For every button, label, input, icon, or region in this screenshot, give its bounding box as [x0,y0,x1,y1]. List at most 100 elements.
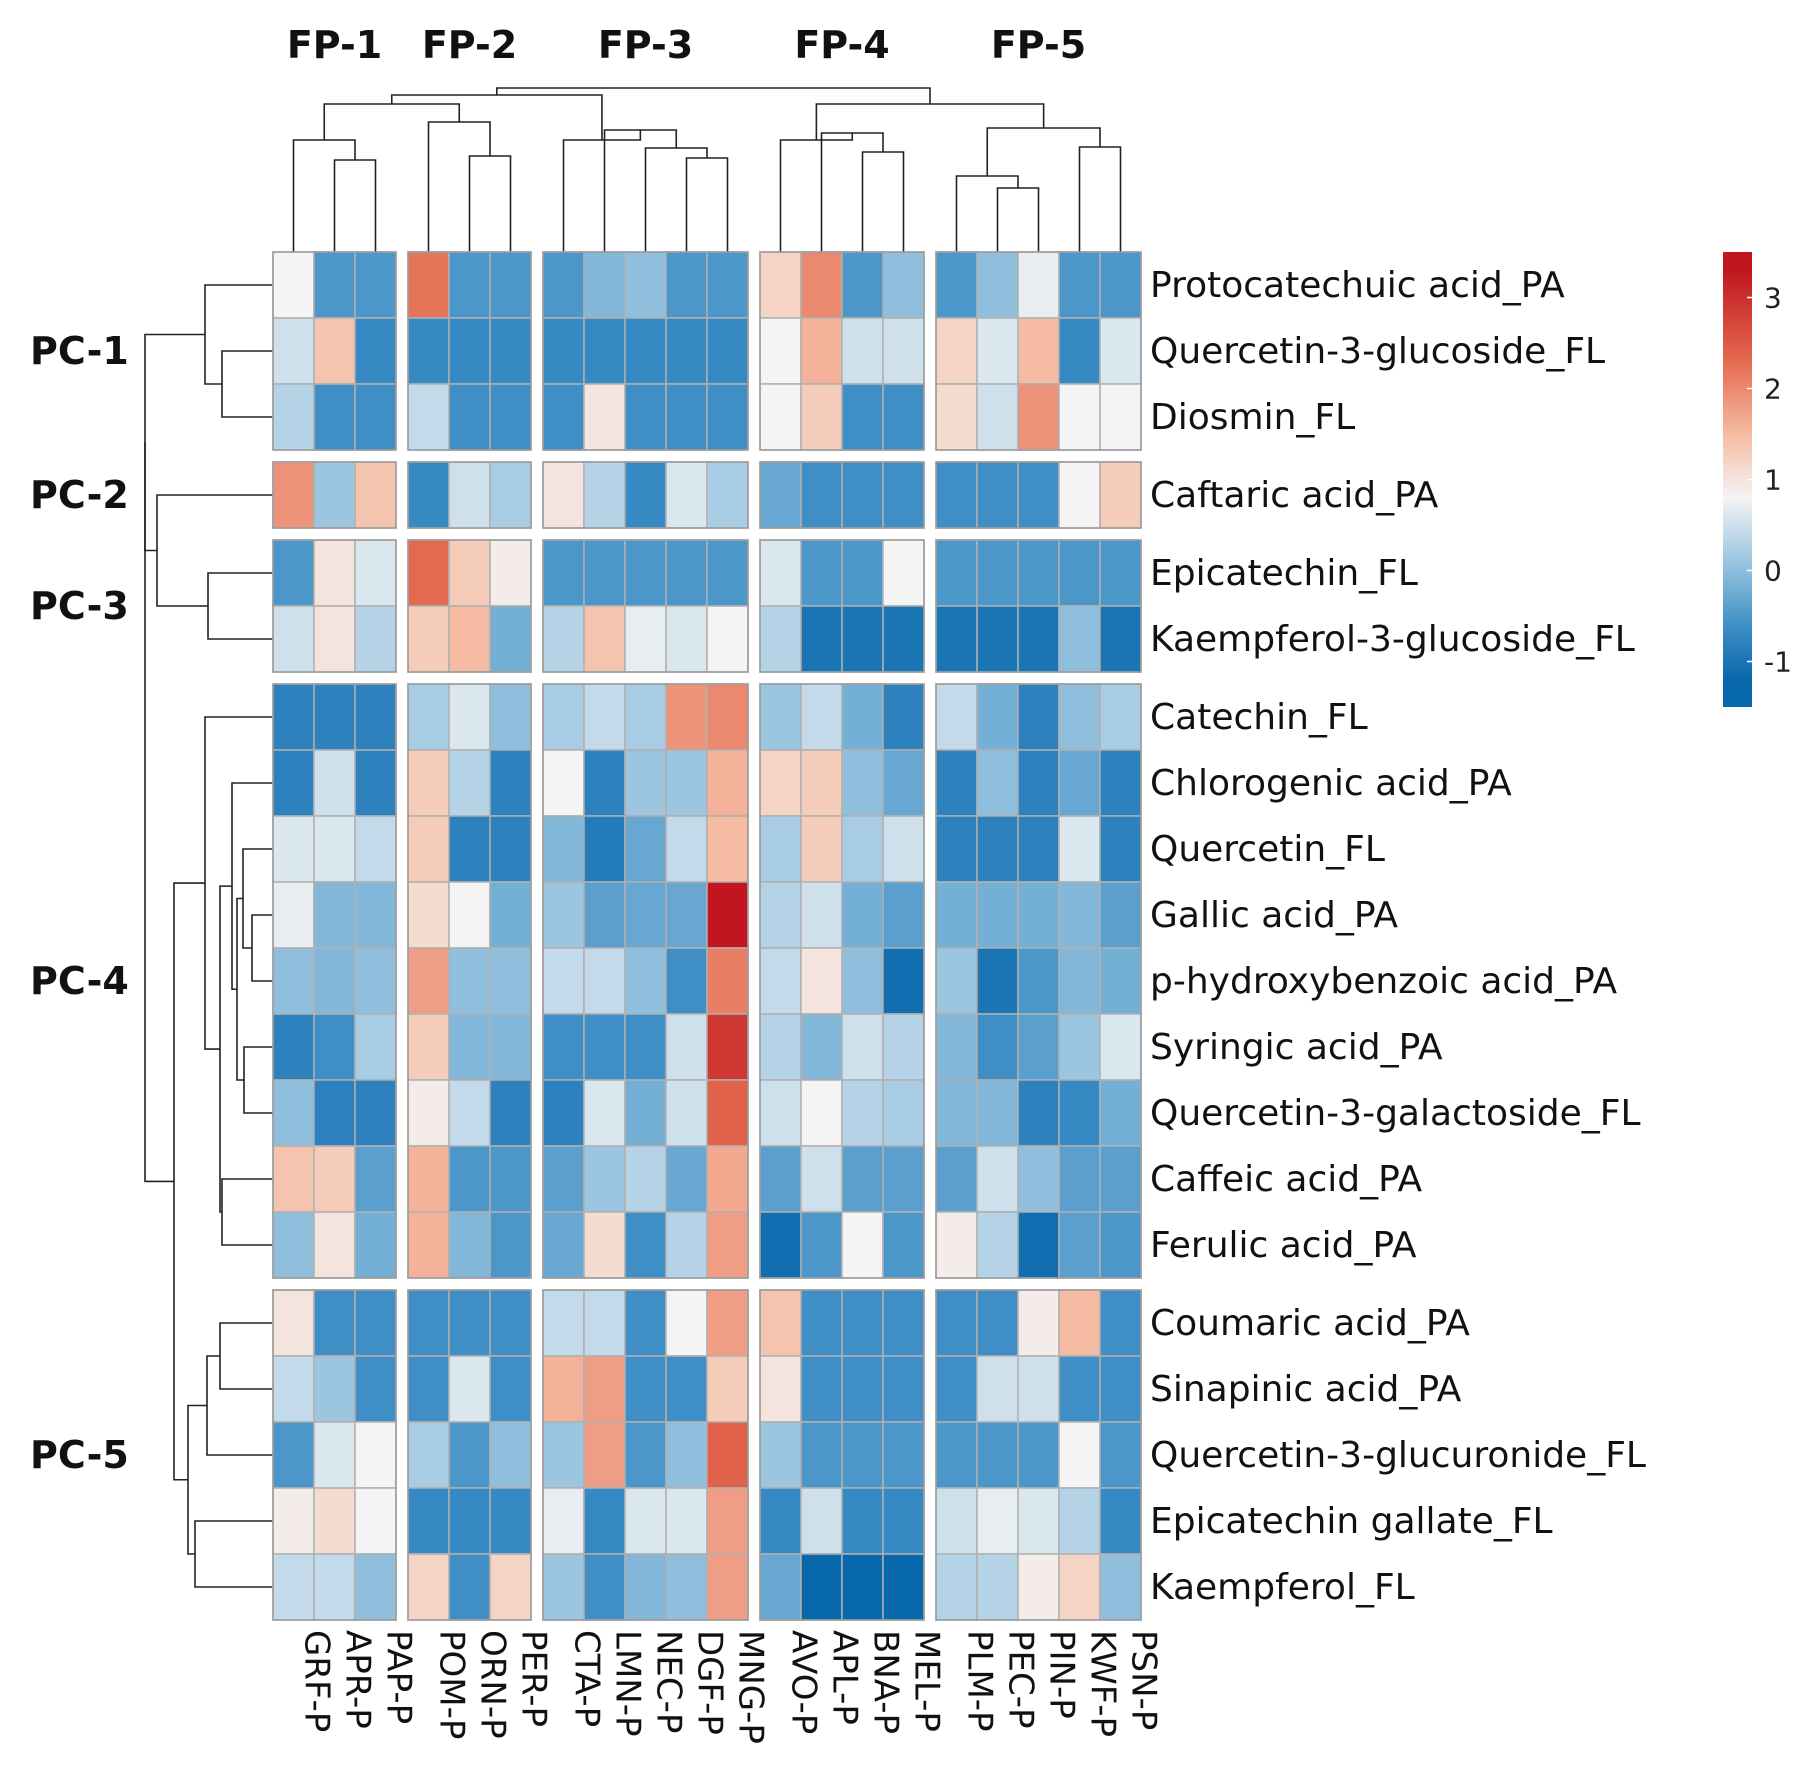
heatmap-cell [583,1421,626,1489]
heatmap-cell [841,1289,884,1357]
heatmap-cell [800,539,843,607]
heatmap-cell [1058,251,1101,319]
heatmap-cell [542,251,585,319]
column-dendrogram-branch [468,155,512,252]
heatmap-cell [976,815,1019,883]
heatmap-cell [976,251,1019,319]
heatmap-cell [841,251,884,319]
heatmap-cell [976,539,1019,607]
heatmap-block [935,1289,1142,1621]
heatmap-cell [706,317,749,385]
heatmap-cell [665,1289,708,1357]
heatmap-cell [448,683,491,751]
heatmap-cell [759,1289,802,1357]
row-dendrogram-branch [219,1322,273,1390]
heatmap-cell [759,1421,802,1489]
heatmap-cell [841,1487,884,1555]
heatmap-cell [354,749,397,817]
heatmap-cell [624,1289,667,1357]
heatmap-cell [706,383,749,451]
row-group-label: PC-3 [30,584,129,628]
heatmap-cell [489,749,532,817]
heatmap-cell [706,1355,749,1423]
heatmap-cell [542,1553,585,1621]
heatmap-cell [542,539,585,607]
heatmap-cell [542,1421,585,1489]
heatmap-cell [313,1553,356,1621]
column-dendrogram-branch [685,157,729,252]
heatmap-cell [841,317,884,385]
heatmap-cell [882,1487,925,1555]
heatmap-cell [489,317,532,385]
heatmap-cell [841,1355,884,1423]
row-dendrogram-branch [204,716,273,1050]
heatmap-cell [759,1553,802,1621]
heatmap-cell [489,881,532,949]
heatmap-cell [272,1145,315,1213]
heatmap-cell [407,1421,450,1489]
heatmap-block [407,251,532,451]
heatmap-cell [759,1079,802,1147]
heatmap-cell [935,1421,978,1489]
heatmap-cell [1017,947,1060,1015]
heatmap-cell [624,1421,667,1489]
heatmap-cell [448,251,491,319]
row-group-labels: PC-1 PC-2 PC-3 PC-4 PC-5 [30,329,129,1477]
heatmap-cell [706,461,749,529]
heatmap-cell [448,605,491,673]
heatmap-cell [800,1079,843,1147]
heatmap-cell [542,1079,585,1147]
heatmap-cell [800,383,843,451]
heatmap-cell [489,383,532,451]
column-group-label: FP-5 [991,23,1086,67]
heatmap-cell [706,1487,749,1555]
row-label: Syringic acid_PA [1150,1027,1443,1068]
heatmap-cell [583,605,626,673]
heatmap-cell [882,749,925,817]
heatmap-block [759,251,925,451]
row-label: Kaempferol-3-glucoside_FL [1150,619,1635,660]
heatmap-cell [1017,815,1060,883]
column-dendrogram-branch [996,187,1040,252]
heatmap-cell [665,317,708,385]
row-label: Catechin_FL [1150,697,1368,738]
row-dendrogram-branch [219,885,232,1213]
heatmap-cell [313,683,356,751]
row-label: Caftaric acid_PA [1150,475,1439,516]
heatmap-cell [935,683,978,751]
heatmap-cell [489,539,532,607]
heatmap-block [935,683,1142,1279]
heatmap-cell [1099,317,1142,385]
heatmap-cell [759,881,802,949]
heatmap-cell [448,539,491,607]
heatmap-cell [272,1079,315,1147]
heatmap-block [407,1289,532,1621]
heatmap-cell [935,947,978,1015]
heatmap-cell [354,1013,397,1081]
heatmap-cell [759,683,802,751]
heatmap-cell [1099,1553,1142,1621]
heatmap-cell [1017,1487,1060,1555]
heatmap-cell [583,1289,626,1357]
heatmap-cell [354,1487,397,1555]
heatmap-cell [407,461,450,529]
heatmap-cell [407,1145,450,1213]
heatmap-cell [542,383,585,451]
heatmap-cell [448,1013,491,1081]
heatmap-cell [448,1079,491,1147]
heatmap-cell [1017,1211,1060,1279]
heatmap-cell [1099,1355,1142,1423]
heatmap-cell [448,383,491,451]
row-group-label: PC-2 [30,473,129,517]
heatmap-cell [800,1553,843,1621]
heatmap-cell [407,605,450,673]
heatmap-cell [489,1145,532,1213]
heatmap-cell [354,815,397,883]
heatmap-cell [841,1079,884,1147]
heatmap-cell [624,1079,667,1147]
heatmap-cell [1017,317,1060,385]
heatmap-cell [1017,1289,1060,1357]
heatmap-cell [583,683,626,751]
row-label: Epicatechin gallate_FL [1150,1501,1553,1542]
heatmap-cell [706,683,749,751]
